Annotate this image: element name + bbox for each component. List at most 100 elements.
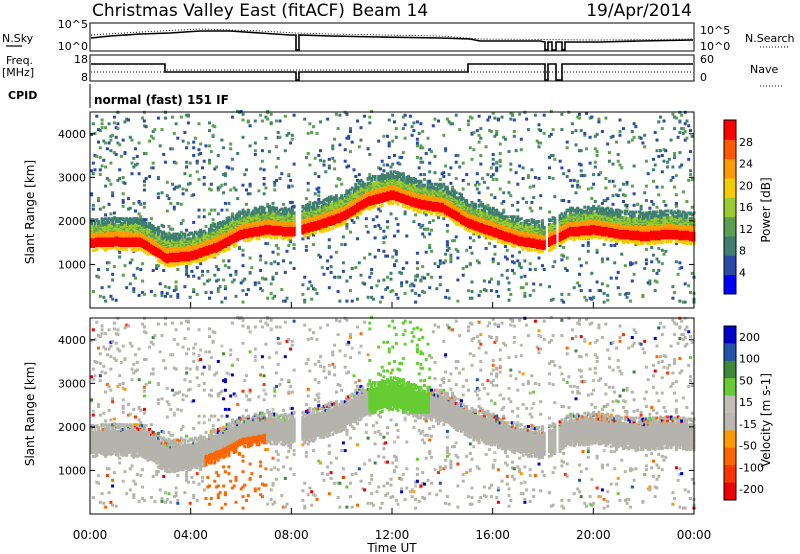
power-cell bbox=[132, 201, 136, 205]
power-cell bbox=[91, 203, 95, 207]
power-cell bbox=[354, 266, 358, 270]
power-cell bbox=[223, 201, 227, 205]
power-cell bbox=[220, 300, 224, 304]
power-cell bbox=[368, 173, 372, 177]
power-cell bbox=[144, 125, 148, 129]
power-cell bbox=[109, 294, 113, 298]
power-cell bbox=[98, 168, 102, 172]
power-cell bbox=[241, 112, 245, 116]
power-cell bbox=[192, 233, 196, 237]
power-cell bbox=[368, 115, 372, 119]
power-cell bbox=[197, 177, 201, 181]
power-cell bbox=[201, 269, 204, 273]
power-cell bbox=[290, 200, 294, 204]
power-cell bbox=[156, 196, 160, 200]
power-cell bbox=[185, 228, 189, 232]
power-cell bbox=[208, 121, 211, 125]
power-cell bbox=[334, 250, 338, 254]
power-cell bbox=[118, 250, 122, 254]
power-cell bbox=[121, 204, 125, 208]
power-cell bbox=[185, 265, 189, 269]
power-cell bbox=[259, 258, 263, 262]
power-cell bbox=[98, 207, 102, 211]
power-cell bbox=[102, 222, 106, 225]
power-cell bbox=[202, 159, 206, 163]
power-cell bbox=[377, 279, 381, 283]
power-cell bbox=[128, 261, 132, 265]
power-cell bbox=[317, 154, 321, 157]
power-cell bbox=[313, 288, 317, 292]
power-cell bbox=[130, 172, 134, 176]
power-cell bbox=[105, 223, 109, 227]
power-cell bbox=[363, 282, 367, 286]
power-cell bbox=[118, 223, 122, 227]
power-cell bbox=[97, 220, 100, 224]
power-cell bbox=[229, 147, 233, 151]
power-cell bbox=[363, 114, 367, 118]
power-cell bbox=[125, 217, 129, 221]
power-cell bbox=[352, 221, 356, 224]
power-cell bbox=[93, 222, 97, 225]
power-cell bbox=[259, 254, 263, 258]
power-cell bbox=[116, 141, 120, 145]
power-cell bbox=[377, 223, 381, 227]
power-cell bbox=[209, 208, 213, 212]
power-cell bbox=[282, 259, 285, 263]
power-cell bbox=[95, 274, 99, 278]
power-cell bbox=[312, 125, 315, 129]
power-cell bbox=[130, 258, 134, 262]
power-cell bbox=[241, 253, 245, 257]
power-cell bbox=[111, 272, 115, 276]
power-cell bbox=[188, 295, 192, 299]
power-cell bbox=[301, 292, 305, 296]
power-cell bbox=[102, 218, 106, 222]
power-cell bbox=[121, 217, 125, 221]
power-cell bbox=[169, 294, 173, 298]
power-cell bbox=[95, 154, 99, 158]
power-cell bbox=[97, 199, 100, 202]
power-cell bbox=[98, 173, 102, 177]
power-cell bbox=[283, 270, 287, 274]
power-cell bbox=[125, 246, 129, 249]
power-cell bbox=[141, 116, 145, 120]
power-cell bbox=[329, 270, 333, 274]
power-cell bbox=[248, 256, 252, 260]
power-cell bbox=[100, 118, 104, 122]
power-cell bbox=[192, 140, 196, 144]
power-cell bbox=[220, 183, 224, 187]
power-cell bbox=[95, 224, 99, 228]
power-cell bbox=[262, 177, 266, 180]
date-label: 19/Apr/2014 bbox=[586, 1, 692, 21]
power-cell bbox=[128, 223, 132, 227]
power-cell bbox=[208, 158, 211, 162]
power-cell bbox=[223, 296, 227, 300]
power-cell bbox=[111, 217, 115, 221]
power-cell bbox=[114, 217, 118, 221]
power-cell bbox=[116, 122, 120, 126]
power-cell bbox=[310, 297, 314, 301]
power-cell bbox=[386, 275, 389, 279]
power-cell bbox=[116, 127, 120, 131]
power-cell bbox=[338, 113, 342, 117]
power-cell bbox=[171, 147, 174, 151]
power-cell bbox=[151, 166, 155, 170]
power-cell bbox=[190, 269, 194, 273]
power-cell bbox=[289, 178, 293, 182]
power-cell bbox=[121, 180, 125, 184]
power-cell bbox=[220, 138, 224, 142]
power-cell bbox=[109, 161, 113, 165]
power-cell bbox=[312, 204, 315, 208]
noise-search-line bbox=[90, 28, 694, 41]
power-cell bbox=[118, 168, 122, 172]
power-cell bbox=[139, 202, 143, 206]
power-cell bbox=[386, 286, 389, 290]
power-cell bbox=[112, 121, 116, 125]
power-cell bbox=[204, 144, 208, 148]
power-cell bbox=[259, 113, 263, 117]
power-cell bbox=[90, 192, 93, 196]
power-cell bbox=[121, 199, 125, 202]
power-cell bbox=[118, 177, 122, 180]
cpid-label: CPID bbox=[8, 89, 37, 102]
